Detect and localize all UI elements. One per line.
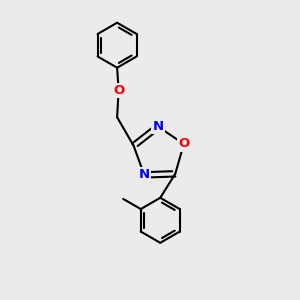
Text: O: O xyxy=(178,137,189,151)
Text: O: O xyxy=(113,84,124,97)
Text: N: N xyxy=(152,120,164,133)
Text: N: N xyxy=(139,168,150,182)
